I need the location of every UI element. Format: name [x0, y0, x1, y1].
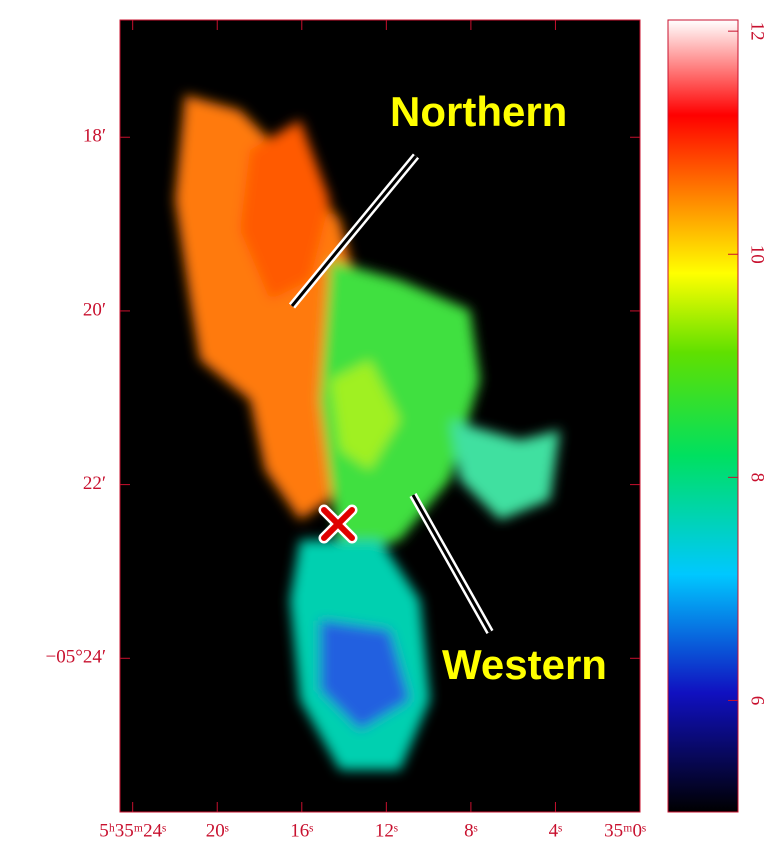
- colorbar-tick-label: 6: [747, 696, 768, 706]
- annotation: Western: [442, 641, 607, 688]
- colorbar-tick-label: 10: [747, 245, 768, 264]
- figure: Northern Western 5ʰ35ᵐ24ˢ 20ˢ 16ˢ 12ˢ 8ˢ 4ˢ 35…: [0, 0, 774, 850]
- colorbar: [668, 20, 738, 812]
- y-tick-label: 22′: [83, 473, 106, 494]
- y-tick-label: 18′: [83, 126, 106, 147]
- x-tick-label: 35ᵐ0ˢ: [604, 820, 646, 841]
- x-tick-label: 12ˢ: [375, 820, 398, 841]
- annotation: Northern: [390, 88, 567, 135]
- x-tick-label: 8ˢ: [464, 820, 478, 841]
- x-tick-label: 20ˢ: [206, 820, 229, 841]
- x-tick-label: 4ˢ: [549, 820, 563, 841]
- x-tick-label: 5ʰ35ᵐ24ˢ: [99, 820, 166, 841]
- y-tick-label: −05°24′: [46, 647, 106, 668]
- colorbar-tick-label: 12: [747, 22, 768, 41]
- x-tick-label: 16ˢ: [290, 820, 313, 841]
- colorbar-tick-label: 8: [747, 473, 768, 483]
- y-tick-label: 20′: [83, 299, 106, 320]
